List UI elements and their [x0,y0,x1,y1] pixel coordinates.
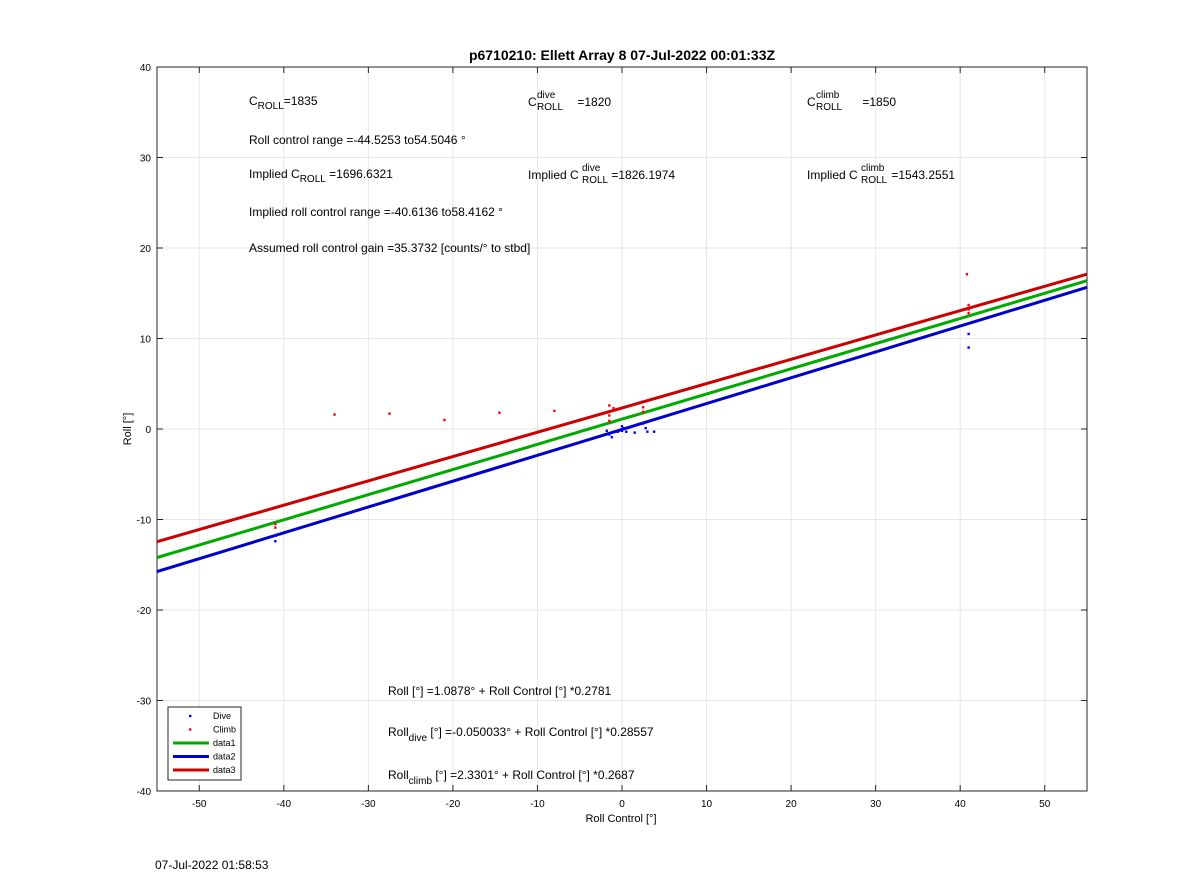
y-tick-label: -20 [137,606,152,617]
data-point-dive [605,429,608,433]
chart-title: p6710210: Ellett Array 8 07-Jul-2022 00:… [469,47,776,63]
data-point-climb [967,303,970,307]
x-tick-label: 20 [786,799,798,810]
fit-lines [156,272,1088,574]
data-point-climb [553,409,556,413]
y-tick-label: 20 [140,244,152,255]
fit-dive-equation: Rolldive [°] =-0.050033° + Roll Control … [388,725,654,744]
fit-line-data2 [156,285,1088,574]
data-point-dive [967,332,970,336]
data-point-dive [625,430,628,433]
data-point-dive [620,429,624,433]
x-tick-label: -10 [530,799,545,810]
data-point-climb [443,418,446,422]
x-tick-label: 50 [1039,799,1051,810]
data-point-climb [967,308,970,311]
fit-equation: Roll [°] =1.0878° + Roll Control [°] *0.… [388,684,612,698]
legend-label: data3 [213,765,236,775]
legend-label: data2 [213,752,236,762]
data-point-dive [608,433,611,436]
data-point-dive [967,346,970,349]
x-axis-label: Roll Control [°] [585,813,656,825]
y-tick-label: -30 [137,697,152,708]
fit-climb-equation: Rollclimb [°] =2.3301° + Roll Control [°… [388,768,635,787]
x-tick-label: 40 [955,799,967,810]
data-point-climb [641,406,645,409]
footer-timestamp: 07-Jul-2022 01:58:53 [155,858,269,872]
y-tick-label: 10 [140,335,152,346]
data-point-dive [274,534,277,537]
legend-label: Climb [213,725,236,735]
axis-ticks: -50 -40 -30 -20 -10 0 10 20 30 40 50 -40 -30 -20 -10 0 1… [137,63,1087,810]
data-point-climb [965,273,969,276]
data-point-dive [616,430,619,433]
legend-marker-dive [189,714,192,718]
x-tick-label: -50 [192,799,207,810]
roll-control-range-annotation: Roll control range =-44.5253 to54.5046 ° [249,133,466,147]
x-tick-label: 10 [701,799,713,810]
data-point-climb [333,413,336,416]
data-point-dive [629,425,632,429]
data-point-climb [608,404,611,407]
y-tick-label: -10 [137,516,152,527]
croll-climb-annotation: CROLLclimb =1850 [807,90,896,113]
data-point-climb [608,414,611,417]
fit-line-data1 [156,279,1088,560]
x-tick-label: -20 [446,799,461,810]
data-point-climb [967,311,970,315]
data-point-dive [644,426,647,430]
implied-croll-dive-annotation: Implied C ROLLdive =1826.1974 [528,163,675,186]
implied-croll-climb-annotation: Implied C ROLLclimb =1543.2551 [807,163,955,186]
data-points [274,273,970,543]
croll-annotation: CROLL=1835 [249,94,318,112]
data-point-climb [608,419,611,423]
x-tick-label: -40 [277,799,292,810]
y-tick-label: 0 [145,425,151,436]
data-point-dive [620,425,624,428]
x-tick-label: 0 [619,799,625,810]
y-tick-label: 30 [140,154,152,165]
legend: Dive Climb data1 data2 data3 [167,706,242,781]
data-point-climb [641,410,645,414]
data-point-climb [612,406,615,410]
implied-range-annotation: Implied roll control range =-40.6136 to5… [249,205,503,219]
x-tick-label: 30 [870,799,882,810]
y-tick-label: -40 [137,787,152,798]
y-axis-label: Roll [°] [122,413,134,446]
legend-label: Dive [213,711,231,721]
data-point-climb [274,526,277,529]
data-point-dive [641,422,645,425]
data-point-dive [610,435,614,439]
y-tick-label: 40 [140,63,152,74]
data-point-dive [652,430,656,433]
data-point-dive [646,430,649,433]
data-point-dive [622,426,625,430]
fit-line-data3 [156,272,1088,544]
gain-annotation: Assumed roll control gain =35.3732 [coun… [249,241,530,255]
implied-croll-annotation: Implied CROLL =1696.6321 [249,167,393,185]
x-tick-label: -30 [361,799,376,810]
legend-marker-climb [189,728,192,731]
legend-label: data1 [213,738,236,748]
data-point-climb [388,412,391,415]
data-point-dive [633,431,636,434]
data-point-climb [498,411,501,414]
data-point-dive [274,540,277,543]
croll-dive-annotation: CROLLdive =1820 [528,90,611,113]
data-point-climb [274,522,277,526]
